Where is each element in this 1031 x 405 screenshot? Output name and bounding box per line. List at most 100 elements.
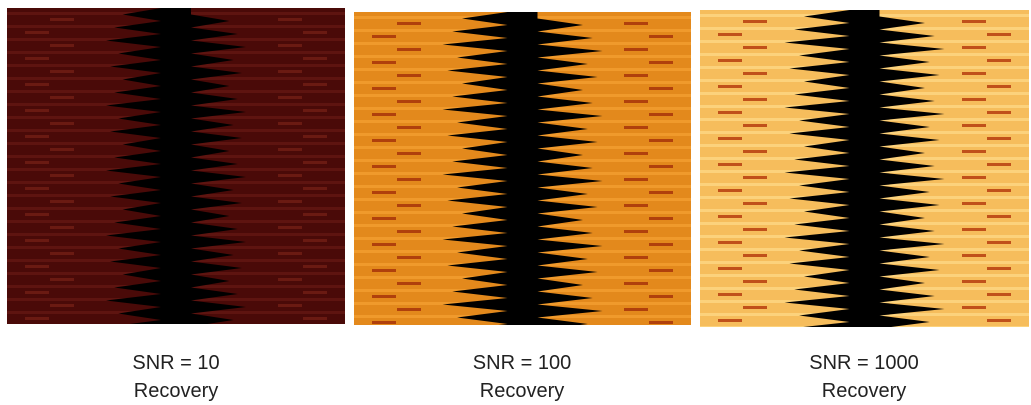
dash	[962, 72, 986, 75]
dash	[743, 20, 767, 23]
dash	[278, 122, 302, 125]
dash	[624, 74, 648, 77]
dash	[303, 161, 327, 164]
dash	[397, 256, 421, 259]
dash	[649, 87, 673, 90]
dash	[649, 217, 673, 220]
dash	[397, 178, 421, 181]
dash	[50, 252, 74, 255]
dash	[372, 35, 396, 38]
dash	[303, 109, 327, 112]
dash	[25, 239, 49, 242]
dash	[962, 280, 986, 283]
dash	[649, 35, 673, 38]
dash	[743, 332, 767, 335]
dash	[649, 113, 673, 116]
dash	[372, 217, 396, 220]
dash	[278, 44, 302, 47]
dash	[962, 176, 986, 179]
dash	[303, 317, 327, 320]
dash	[718, 85, 742, 88]
spike	[880, 329, 940, 342]
dash	[50, 148, 74, 151]
dash	[624, 126, 648, 129]
dash	[987, 319, 1011, 322]
dash	[624, 204, 648, 207]
dash	[962, 20, 986, 23]
dash	[25, 109, 49, 112]
center-band	[161, 8, 191, 324]
center-band	[850, 10, 880, 327]
recovery-image	[354, 12, 691, 344]
dash	[962, 228, 986, 231]
dash	[372, 295, 396, 298]
dash	[718, 33, 742, 36]
dash	[372, 139, 396, 142]
panel-label: Recovery	[480, 380, 564, 402]
dash	[624, 152, 648, 155]
dash	[397, 100, 421, 103]
dash	[649, 139, 673, 142]
dash	[987, 215, 1011, 218]
dash	[743, 254, 767, 257]
dash	[718, 189, 742, 192]
dash	[987, 267, 1011, 270]
dash	[278, 174, 302, 177]
recovery-image	[700, 10, 1029, 342]
panel-caption: SNR = 100	[473, 352, 571, 374]
dash	[718, 293, 742, 296]
dash	[987, 293, 1011, 296]
dash	[278, 70, 302, 73]
dash	[50, 70, 74, 73]
dash	[50, 174, 74, 177]
dash	[372, 165, 396, 168]
dash	[962, 332, 986, 335]
dash	[718, 319, 742, 322]
dash	[397, 230, 421, 233]
dash	[372, 243, 396, 246]
dash	[962, 46, 986, 49]
dash	[718, 267, 742, 270]
dash	[372, 113, 396, 116]
dash	[50, 18, 74, 21]
dash	[987, 33, 1011, 36]
panel-caption: SNR = 10	[132, 352, 219, 374]
dash	[987, 85, 1011, 88]
dash	[278, 18, 302, 21]
recovery-image	[7, 8, 345, 340]
center-band	[508, 12, 538, 325]
dash	[397, 152, 421, 155]
dash	[397, 48, 421, 51]
dash	[303, 57, 327, 60]
dash	[743, 280, 767, 283]
dash	[25, 135, 49, 138]
dash	[743, 98, 767, 101]
dash	[649, 269, 673, 272]
dash	[278, 304, 302, 307]
dash	[278, 200, 302, 203]
dash	[743, 46, 767, 49]
dash	[649, 321, 673, 324]
dash	[624, 282, 648, 285]
dash	[25, 161, 49, 164]
dash	[303, 31, 327, 34]
dash	[743, 124, 767, 127]
dash	[962, 202, 986, 205]
dash	[624, 48, 648, 51]
dash	[303, 291, 327, 294]
dash	[962, 150, 986, 153]
dash	[649, 295, 673, 298]
dash	[718, 215, 742, 218]
dash	[624, 22, 648, 25]
panel-caption: SNR = 1000	[809, 352, 919, 374]
dash	[624, 100, 648, 103]
dash	[718, 137, 742, 140]
dash	[372, 61, 396, 64]
dash	[25, 317, 49, 320]
dash	[649, 191, 673, 194]
dash	[718, 59, 742, 62]
dash	[25, 57, 49, 60]
panel-label: Recovery	[822, 380, 906, 402]
dash	[303, 83, 327, 86]
dash	[397, 308, 421, 311]
